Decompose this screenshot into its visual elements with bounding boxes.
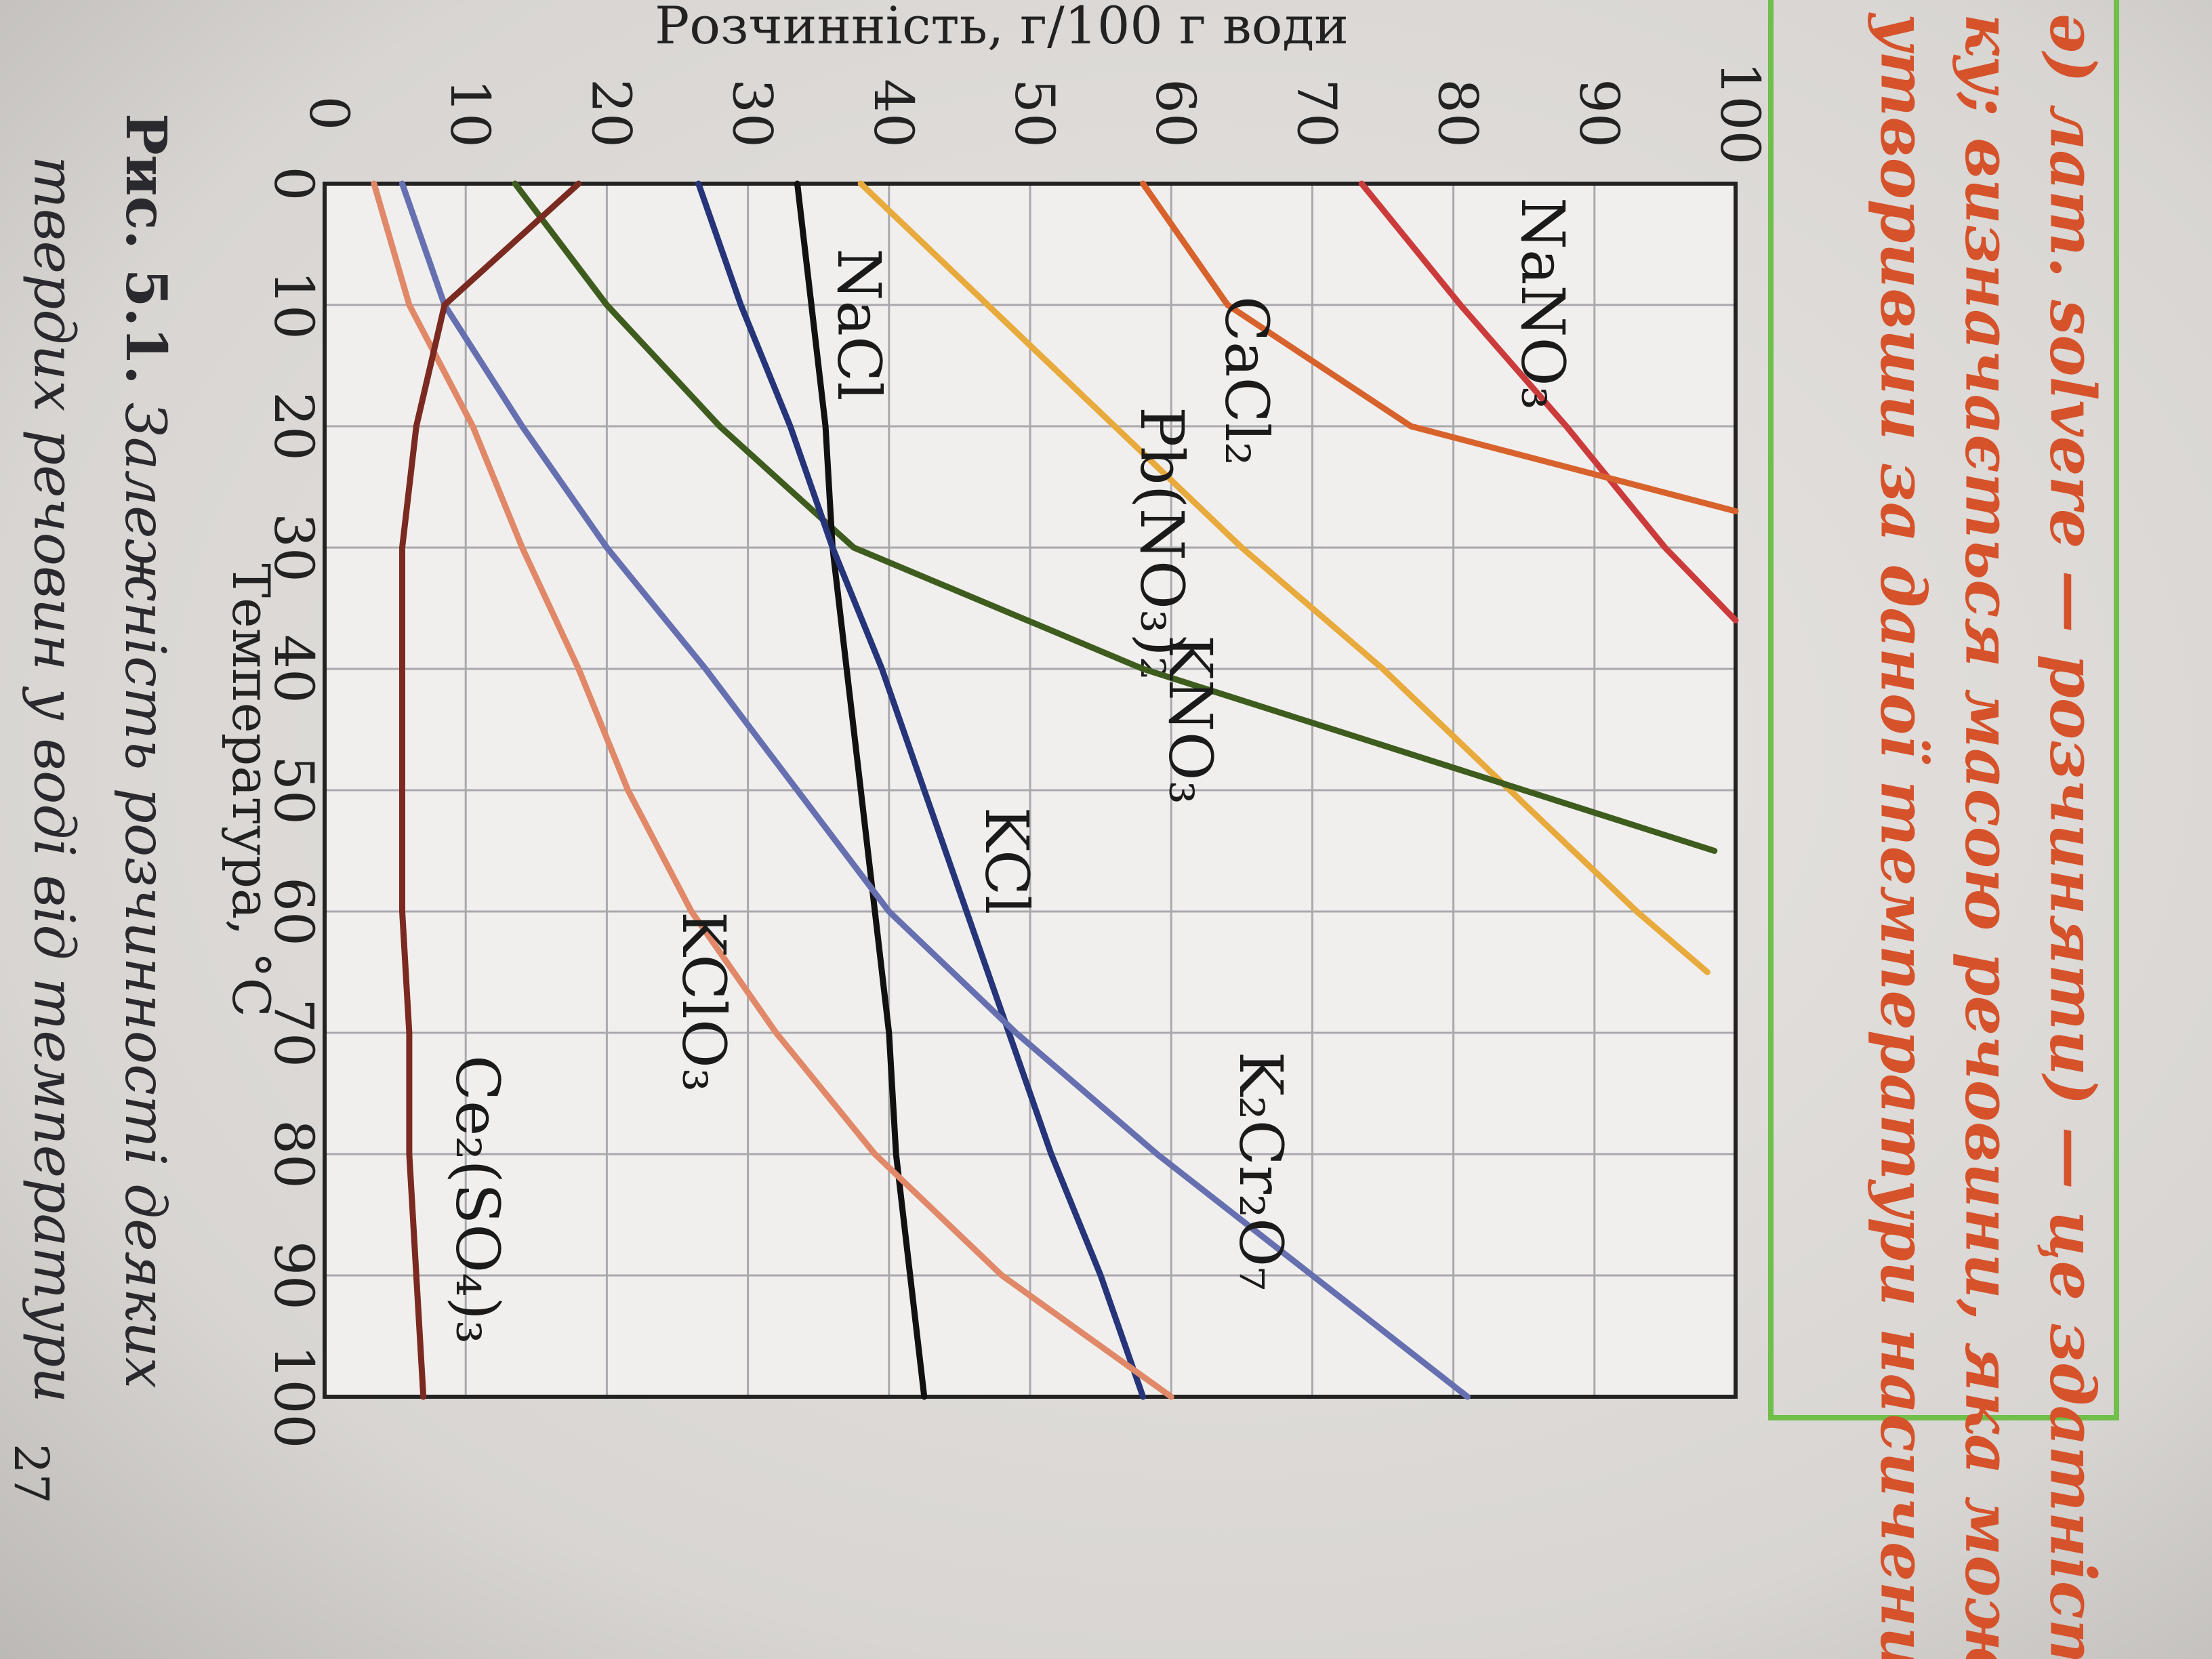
y-axis-label: Розчинність, г/100 г води <box>655 0 1349 56</box>
x-tick-label: 60 <box>262 877 325 946</box>
series-label: Pb(NO₃)₂ <box>1127 407 1197 680</box>
series-label: KNO₃ <box>1155 635 1225 804</box>
series-line <box>1358 180 1739 623</box>
series-line <box>794 180 928 1400</box>
x-tick-label: 80 <box>262 1120 325 1189</box>
series-line <box>1140 180 1739 514</box>
x-tick-label: 20 <box>262 392 325 461</box>
series-line <box>512 180 1718 854</box>
x-tick-label: 40 <box>262 634 325 703</box>
x-tick-label: 70 <box>262 998 325 1067</box>
side-text: ә) лат. solvere — розчиняти) — це здатні… <box>2036 14 2109 1659</box>
side-text: ку; визначається масою речовини, яка мож… <box>1951 14 2024 1659</box>
series-label: Ce₂(SO₄)₃ <box>443 1055 512 1344</box>
x-tick-label: 50 <box>262 756 325 825</box>
series-line <box>857 180 1711 975</box>
definition-box <box>1768 0 2119 1420</box>
x-tick-label: 0 <box>262 167 325 201</box>
series-label: CaCl₂ <box>1212 296 1282 466</box>
caption: твердих речовин у воді від температури <box>22 156 86 1403</box>
y-tick-label: 30 <box>721 79 784 148</box>
series-line <box>371 180 1174 1400</box>
series-line <box>399 180 1471 1400</box>
side-text: утворивши за даної температури насичений <box>1866 12 1940 1659</box>
y-tick-label: 50 <box>1003 79 1066 148</box>
series-label: K₂Cr₂O₇ <box>1226 1051 1296 1290</box>
x-tick-label: 10 <box>262 270 325 340</box>
series-label: NaNO₃ <box>1508 197 1578 410</box>
y-tick-label: 20 <box>579 79 642 148</box>
x-tick-label: 100 <box>262 1345 325 1449</box>
plot-frame <box>323 182 1738 1399</box>
y-tick-label: 80 <box>1427 79 1490 148</box>
y-tick-label: 100 <box>1708 62 1771 165</box>
x-tick-label: 90 <box>262 1241 325 1310</box>
series-line <box>695 180 1147 1400</box>
series-line <box>399 180 582 1400</box>
series-label: NaCl <box>824 249 894 401</box>
x-tick-label: 30 <box>262 513 325 582</box>
y-tick-label: 90 <box>1568 79 1631 148</box>
series-label: KClO₃ <box>669 912 739 1092</box>
caption-label: Рис. 5.1. <box>113 113 178 385</box>
y-tick-label: 0 <box>298 96 361 131</box>
x-axis-label: Температура, °C <box>221 563 281 1017</box>
y-tick-label: 40 <box>862 79 925 148</box>
y-tick-label: 60 <box>1144 79 1207 148</box>
caption: Рис. 5.1. Залежність розчинності деяких <box>113 113 178 1389</box>
series-label: KCl <box>972 807 1042 915</box>
plot: 0 10 20 30 40 50 60 70 80 90 100 0 10 20 30 40 50 60 70 80 9… <box>262 62 1771 1449</box>
y-tick-label: 10 <box>438 79 501 148</box>
y-tick-label: 70 <box>1285 79 1348 148</box>
caption-text: Залежність розчинності деяких <box>113 403 178 1389</box>
page-number: 27 <box>3 1443 59 1504</box>
